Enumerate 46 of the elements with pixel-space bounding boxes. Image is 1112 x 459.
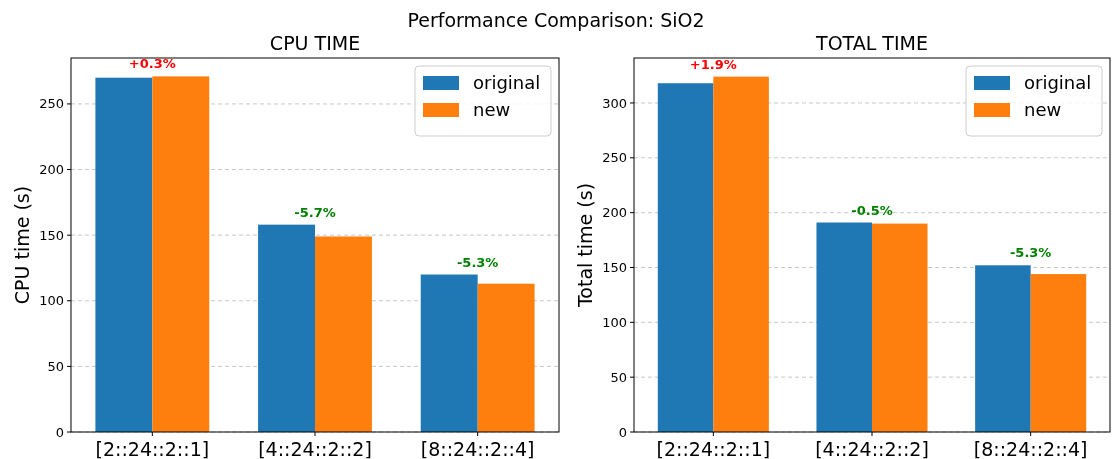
legend-label: original — [1024, 72, 1092, 93]
annotation: +1.9% — [689, 56, 737, 72]
y-tick-label: 250 — [602, 150, 627, 166]
bar — [315, 236, 372, 432]
y-tick-label: 200 — [602, 205, 627, 221]
y-tick-label: 150 — [602, 260, 627, 276]
text: Performance Comparison: SiO2 — [407, 9, 705, 31]
y-tick-label: 150 — [39, 227, 64, 243]
legend-label: new — [473, 99, 511, 120]
y-tick-label: 50 — [610, 369, 627, 385]
bar — [975, 265, 1031, 432]
bar — [95, 77, 153, 432]
y-tick-label: 100 — [39, 293, 64, 309]
x-tick-label: [4::24::2::2] — [258, 438, 372, 459]
y-tick-label: 0 — [618, 424, 627, 440]
chart-title: TOTAL TIME — [815, 32, 928, 54]
y-tick-label: 200 — [39, 162, 64, 178]
annotation: -5.3% — [456, 254, 499, 270]
bar — [258, 224, 315, 432]
legend-label: original — [473, 72, 541, 93]
bar — [657, 83, 714, 432]
bar — [872, 223, 928, 432]
bar — [816, 222, 872, 432]
chart-title: CPU TIME — [269, 32, 361, 54]
legend-label: new — [1024, 99, 1062, 120]
annotation: -5.3% — [1009, 245, 1052, 261]
x-tick-label: [2::24::2::1] — [656, 438, 771, 459]
y-tick-label: 50 — [47, 358, 64, 374]
y-tick-label: 0 — [55, 424, 64, 440]
bar — [1030, 274, 1087, 432]
annotation: +0.3% — [128, 56, 176, 72]
y-tick-label: 100 — [602, 314, 627, 330]
bar — [477, 283, 535, 432]
y-tick-label: 250 — [39, 96, 64, 112]
y-tick-label: 300 — [602, 95, 627, 111]
bar — [152, 76, 210, 432]
x-tick-label: [8::24::2::4] — [973, 438, 1088, 459]
bar — [420, 274, 478, 432]
y-axis-title: Total time (s) — [574, 182, 596, 309]
y-axis-title: CPU time (s) — [11, 185, 33, 305]
bar — [713, 76, 769, 432]
x-tick-label: [8::24::2::4] — [420, 438, 535, 459]
annotation: -0.5% — [851, 202, 893, 218]
x-tick-label: [2::24::2::1] — [95, 438, 210, 459]
annotation: -5.7% — [294, 204, 336, 220]
x-tick-label: [4::24::2::2] — [815, 438, 929, 459]
